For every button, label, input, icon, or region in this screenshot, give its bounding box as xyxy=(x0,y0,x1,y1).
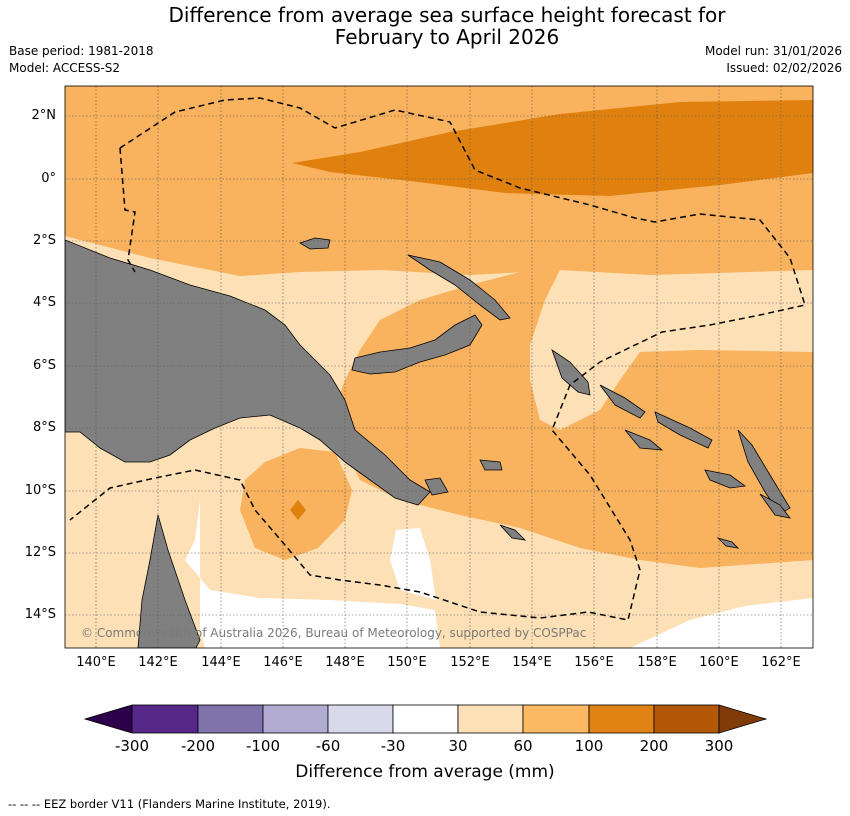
colorbar-bin-7 xyxy=(522,704,590,734)
colorbar-tick-100: 100 xyxy=(574,737,604,755)
land-dentrecasteaux xyxy=(424,477,449,496)
meta-left: Base period: 1981-2018 Model: ACCESS-S2 xyxy=(9,43,154,77)
map-title: Difference from average sea surface heig… xyxy=(0,4,850,48)
lat-label-2n: 2°N xyxy=(31,108,57,123)
lon-label-142e: 142°E xyxy=(138,655,178,670)
band-near-zero-southeast xyxy=(630,598,813,648)
land-choiseul xyxy=(599,384,646,419)
colorbar-bin-2 xyxy=(197,704,264,734)
model-name: Model: ACCESS-S2 xyxy=(9,61,121,75)
lat-label-8s: 8°S xyxy=(32,420,56,435)
title-line-1: Difference from average sea surface heig… xyxy=(168,3,726,27)
lat-label-4s: 4°S xyxy=(32,295,56,310)
colorbar-arrow-high xyxy=(718,704,768,734)
lat-label-10s: 10°S xyxy=(24,483,56,498)
colorbar-tick-minus30: -30 xyxy=(380,737,406,755)
land-santa-isabel xyxy=(654,411,713,449)
colorbar-label: Difference from average (mm) xyxy=(295,762,555,782)
lat-label-12s: 12°S xyxy=(24,545,56,560)
lon-label-152e: 152°E xyxy=(450,655,490,670)
graticule xyxy=(65,86,813,648)
issued-date: Issued: 02/02/2026 xyxy=(726,61,842,75)
lon-label-148e: 148°E xyxy=(325,655,365,670)
land-guadalcanal xyxy=(704,469,747,489)
eez-footnote: -- -- -- EEZ border V11 (Flanders Marine… xyxy=(8,797,331,811)
colorbar xyxy=(83,704,768,734)
colorbar-tick-minus100: -100 xyxy=(245,737,281,755)
colorbar-tick-minus60: -60 xyxy=(315,737,341,755)
land-louisiade xyxy=(499,524,527,541)
base-period: Base period: 1981-2018 xyxy=(9,44,154,58)
colorbar-bin-1 xyxy=(131,704,199,734)
colorbar-bin-8 xyxy=(588,704,655,734)
colorbar-tick-minus200: -200 xyxy=(180,737,216,755)
land-new-ireland xyxy=(407,254,511,321)
lon-label-140e: 140°E xyxy=(76,655,116,670)
colorbar-tick-300: 300 xyxy=(704,737,734,755)
colorbar-tick-200: 200 xyxy=(639,737,669,755)
lon-label-156e: 156°E xyxy=(574,655,614,670)
lat-label-2s: 2°S xyxy=(32,233,56,248)
land-makira xyxy=(759,493,791,519)
band-near-zero-patch xyxy=(390,528,436,600)
colorbar-bin-6 xyxy=(457,704,524,734)
lon-label-146e: 146°E xyxy=(263,655,303,670)
band-near-zero-coral-sea xyxy=(185,500,440,648)
lat-label-0: 0° xyxy=(41,171,56,186)
land-rennell xyxy=(716,537,740,549)
band-100-200-patch xyxy=(290,500,306,520)
lon-label-160e: 160°E xyxy=(699,655,739,670)
eez-border-line-west xyxy=(119,147,136,273)
title-line-2: February to April 2026 xyxy=(334,25,560,49)
colorbar-bin-4 xyxy=(327,704,394,734)
colorbar-tick-minus300: -300 xyxy=(114,737,150,755)
land-bougainville xyxy=(551,348,591,396)
land-new-britain xyxy=(351,314,483,375)
lon-label-144e: 144°E xyxy=(201,655,241,670)
land-woodlark xyxy=(479,459,503,471)
colorbar-bin-9 xyxy=(653,704,720,734)
colorbar-arrow-low xyxy=(83,704,133,734)
meta-right: Model run: 31/01/2026 Issued: 02/02/2026 xyxy=(705,43,842,77)
map-frame xyxy=(64,85,814,649)
lon-label-154e: 154°E xyxy=(512,655,552,670)
eez-border-line xyxy=(69,97,806,621)
colorbar-tick-60: 60 xyxy=(513,737,533,755)
land-new-guinea xyxy=(65,239,431,506)
colorbar-bin-5 xyxy=(392,704,459,734)
lon-label-162e: 162°E xyxy=(761,655,801,670)
lon-label-150e: 150°E xyxy=(387,655,427,670)
band-100-200-north xyxy=(292,100,813,196)
lat-label-14s: 14°S xyxy=(24,607,56,622)
lon-label-158e: 158°E xyxy=(637,655,677,670)
land-new-georgia xyxy=(624,429,664,451)
map-area xyxy=(65,86,813,648)
lat-label-6s: 6°S xyxy=(32,358,56,373)
colorbar-tick-30: 30 xyxy=(448,737,468,755)
copyright-notice: © Commonwealth of Australia 2026, Bureau… xyxy=(81,626,587,640)
colorbar-bin-3 xyxy=(262,704,329,734)
model-run: Model run: 31/01/2026 xyxy=(704,44,842,58)
